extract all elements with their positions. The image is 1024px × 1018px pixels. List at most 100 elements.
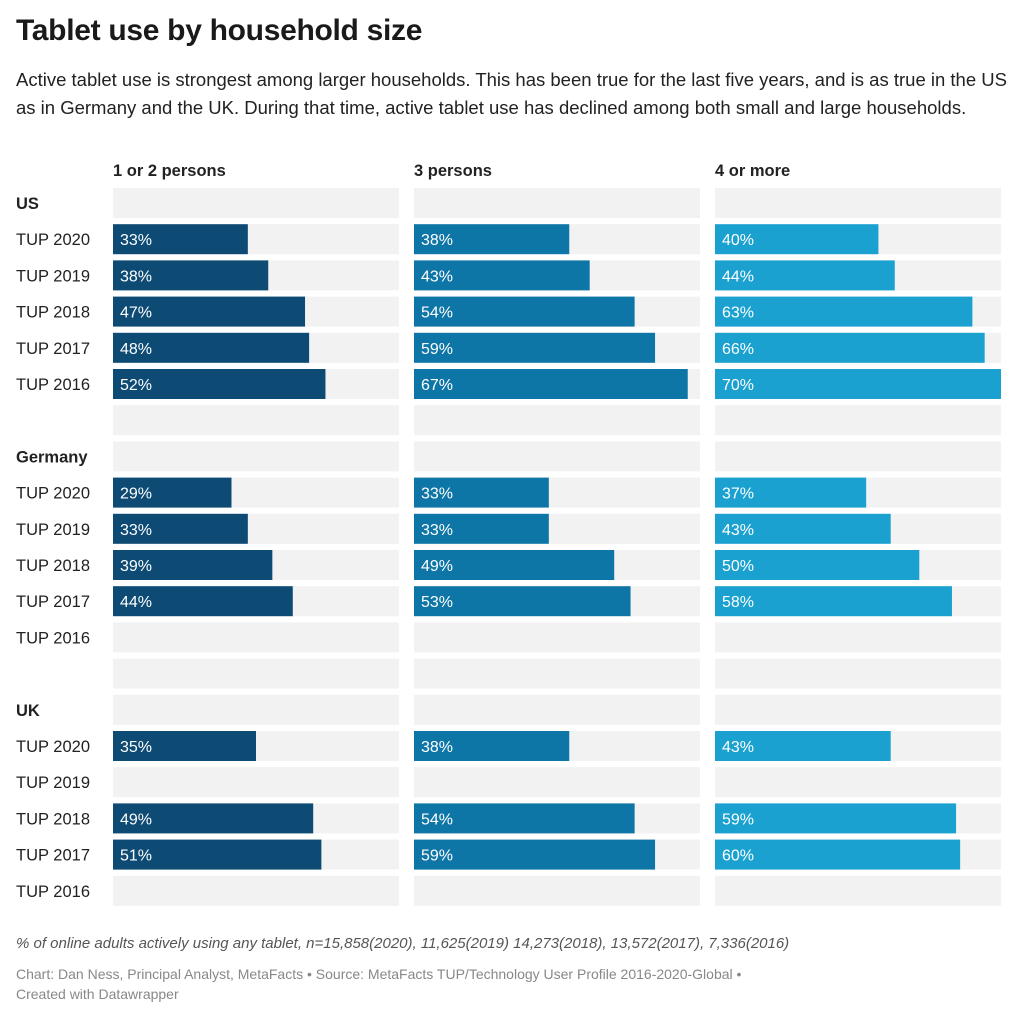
row-label: TUP 2020 (16, 485, 90, 503)
bar-value-label: 43% (722, 739, 754, 756)
bar-background (113, 875, 399, 906)
bar (715, 477, 867, 508)
bar (715, 296, 973, 327)
bar (414, 803, 635, 834)
chart-subtitle: Active tablet use is strongest among lar… (16, 69, 1007, 118)
bar-value-label: 43% (722, 522, 754, 539)
row-label: TUP 2019 (16, 774, 90, 792)
bar-value-label: 59% (421, 341, 453, 358)
row-label: TUP 2018 (16, 810, 90, 828)
bar-value-label: 58% (722, 594, 754, 611)
row-label: TUP 2017 (16, 847, 90, 865)
bar (113, 369, 326, 399)
bar (113, 839, 322, 870)
row-label: TUP 2019 (16, 267, 90, 285)
bar-value-label: 67% (421, 377, 453, 394)
bar (414, 550, 615, 580)
bar-value-label: 51% (120, 848, 152, 865)
bar-background (414, 875, 700, 906)
chart-credit: Chart: Dan Ness, Principal Analyst, Meta… (16, 966, 304, 982)
bar-background (414, 441, 700, 472)
bar-value-label: 53% (421, 594, 453, 611)
bar (715, 550, 920, 580)
created-with-text: Created with Datawrapper (16, 986, 179, 1002)
bar-value-label: 59% (421, 848, 453, 865)
bar-value-label: 54% (421, 811, 453, 828)
bar (113, 803, 314, 834)
bar-value-label: 40% (722, 232, 754, 249)
bar-background (715, 658, 1001, 689)
bar (414, 369, 688, 399)
bar-value-label: 33% (421, 486, 453, 503)
footer-separator: • (307, 966, 312, 982)
chart-note: % of online adults actively using any ta… (16, 935, 790, 952)
bar (715, 586, 952, 617)
bar-background (715, 622, 1001, 653)
bar-background (113, 767, 399, 798)
chart-footer: Chart: Dan Ness, Principal Analyst, Meta… (16, 964, 916, 1004)
bar-background (715, 441, 1001, 472)
bar-background (414, 405, 700, 436)
bar (715, 369, 1001, 399)
row-label: TUP 2020 (16, 738, 90, 756)
bar-background (715, 875, 1001, 906)
row-label: TUP 2019 (16, 521, 90, 539)
bar-background (715, 188, 1001, 218)
bar (414, 296, 635, 327)
bar (414, 731, 570, 761)
bar-value-label: 33% (421, 522, 453, 539)
bar-value-label: 35% (120, 739, 152, 756)
bar-background (414, 622, 700, 653)
row-label: TUP 2016 (16, 629, 90, 647)
bar-background (715, 767, 1001, 798)
bar-value-label: 60% (722, 848, 754, 865)
bar-value-label: 29% (120, 486, 152, 503)
bar-value-label: 38% (421, 232, 453, 249)
bar-value-label: 59% (722, 811, 754, 828)
row-label: TUP 2017 (16, 593, 90, 611)
bar-value-label: 38% (421, 739, 453, 756)
bar (113, 332, 310, 363)
bar-background (113, 441, 399, 472)
bar-background (113, 188, 399, 218)
bar-background (113, 405, 399, 436)
chart-title: Tablet use by household size (16, 14, 423, 47)
bar-value-label: 39% (120, 558, 152, 575)
group-label: US (16, 195, 39, 213)
row-label: TUP 2016 (16, 376, 90, 394)
row-label: TUP 2018 (16, 557, 90, 575)
bar-background (113, 622, 399, 653)
bar (113, 586, 293, 617)
bar (715, 332, 985, 363)
bar (414, 332, 656, 363)
bar-background (113, 694, 399, 725)
bar (715, 260, 895, 291)
group-label: Germany (16, 448, 88, 466)
source-text: Source: MetaFacts TUP/Technology User Pr… (315, 966, 733, 982)
bar (113, 513, 248, 544)
bar-background (414, 694, 700, 725)
bar (414, 224, 570, 255)
bar (414, 586, 631, 617)
row-label: TUP 2016 (16, 883, 90, 901)
bar (113, 296, 306, 327)
bar (414, 839, 656, 870)
bar-background (414, 767, 700, 798)
bar-value-label: 54% (421, 305, 453, 322)
column-header: 4 or more (715, 162, 790, 180)
bar (715, 224, 879, 255)
bar-background (113, 658, 399, 689)
bar-value-label: 44% (120, 594, 152, 611)
bar (414, 260, 590, 291)
bar-value-label: 52% (120, 377, 152, 394)
bar-value-label: 43% (421, 268, 453, 285)
bar-value-label: 44% (722, 268, 754, 285)
column-header: 3 persons (414, 162, 492, 180)
bar-value-label: 38% (120, 268, 152, 285)
bar-value-label: 47% (120, 305, 152, 322)
bar (715, 731, 891, 761)
footer-separator: • (736, 966, 742, 982)
bar (414, 513, 549, 544)
bar-value-label: 33% (120, 522, 152, 539)
